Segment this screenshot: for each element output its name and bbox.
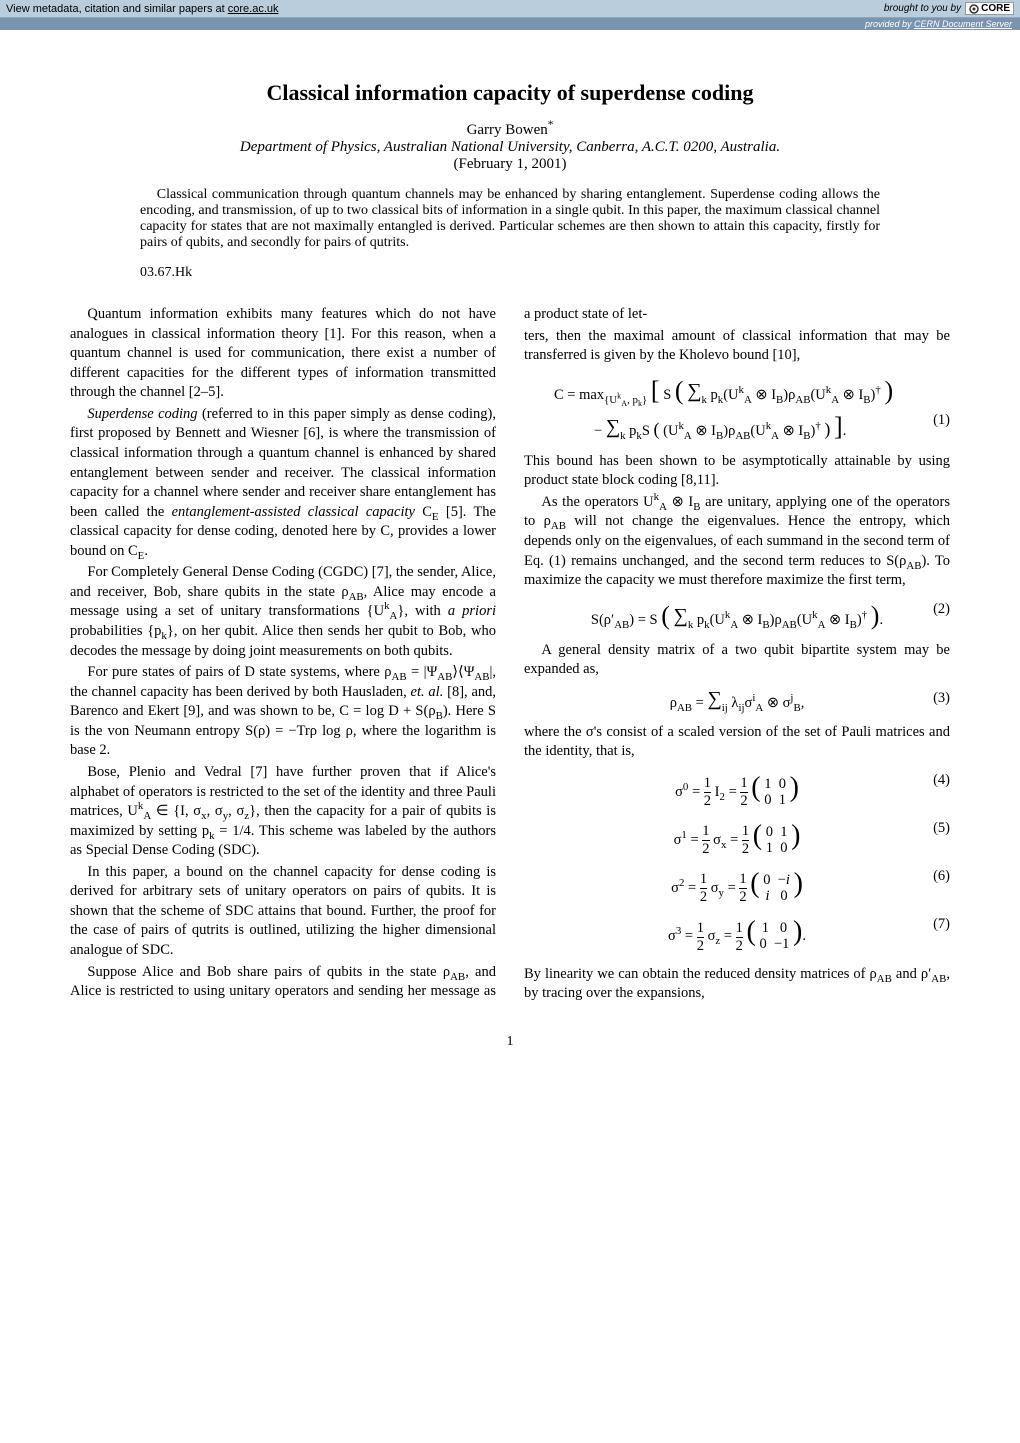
core-text: CORE [981, 3, 1010, 14]
eqnum-6: (6) [933, 868, 950, 885]
para-1: Quantum information exhibits many featur… [70, 305, 496, 403]
metadata-prefix: View metadata, citation and similar pape… [6, 3, 228, 15]
author-text: Garry Bowen [467, 122, 548, 138]
eqnum-4: (4) [933, 772, 950, 789]
para-2: Superdense coding (referred to in this p… [70, 405, 496, 562]
equation-2: S(ρ′AB) = S ( ∑k pk(UkA ⊗ IB)ρAB(UkA ⊗ I… [524, 601, 950, 631]
eqnum-2: (2) [933, 601, 950, 618]
para-10: As the operators UkA ⊗ IB are unitary, a… [524, 493, 950, 591]
equation-3: ρAB = ∑ij λijσiA ⊗ σjB, (3) [524, 690, 950, 713]
equation-6: σ2 = 12 σy = 12 ( 0 −ii 0 ) (6) [524, 868, 950, 906]
core-icon [969, 4, 979, 14]
equation-4: σ0 = 12 I2 = 12 ( 1 00 1 ) (4) [524, 772, 950, 810]
para-6: In this paper, a bound on the channel ca… [70, 863, 496, 961]
paper-page: Classical information capacity of superd… [0, 30, 1020, 1090]
eqnum-7: (7) [933, 916, 950, 933]
para-8: ters, then the maximal amount of classic… [524, 327, 950, 366]
equation-5: σ1 = 12 σx = 12 ( 0 11 0 ) (5) [524, 820, 950, 858]
para-4: For pure states of pairs of D state syst… [70, 663, 496, 761]
metadata-topbar: View metadata, citation and similar pape… [0, 0, 1020, 18]
pacs-code: 03.67.Hk [140, 265, 880, 281]
author-footnote-symbol: * [548, 119, 554, 131]
equation-7: σ3 = 12 σz = 12 ( 1 00 −1 ). (7) [524, 916, 950, 954]
para-3: For Completely General Dense Coding (CGD… [70, 563, 496, 661]
provided-prefix: provided by [865, 19, 914, 29]
eqnum-3: (3) [933, 690, 950, 707]
eqnum-1: (1) [933, 412, 950, 429]
author-name: Garry Bowen* [70, 122, 950, 139]
paper-title: Classical information capacity of superd… [70, 80, 950, 106]
core-link[interactable]: core.ac.uk [228, 3, 279, 15]
para-12: where the σ's consist of a scaled versio… [524, 723, 950, 762]
eqnum-5: (5) [933, 820, 950, 837]
para-5: Bose, Plenio and Vedral [7] have further… [70, 763, 496, 861]
equation-1: C = max{UkA, pk} [ S ( ∑k pk(UkA ⊗ IB)ρA… [524, 376, 950, 442]
body-columns: Quantum information exhibits many featur… [70, 305, 950, 1004]
para-9: This bound has been shown to be asymptot… [524, 452, 950, 491]
brought-by-label: brought to you by [884, 3, 961, 14]
metadata-left: View metadata, citation and similar pape… [6, 3, 279, 15]
page-number: 1 [70, 1034, 950, 1050]
para-11: A general density matrix of a two qubit … [524, 641, 950, 680]
author-block: Garry Bowen* Department of Physics, Aust… [70, 122, 950, 173]
paper-date: (February 1, 2001) [70, 156, 950, 173]
provided-source-link[interactable]: CERN Document Server [914, 19, 1012, 29]
abstract: Classical communication through quantum … [140, 187, 880, 251]
para-13: By linearity we can obtain the reduced d… [524, 965, 950, 1004]
core-logo[interactable]: CORE [965, 2, 1014, 15]
metadata-right: brought to you by CORE [884, 2, 1014, 15]
affiliation: Department of Physics, Australian Nation… [70, 139, 950, 156]
provided-bar: provided by CERN Document Server [0, 18, 1020, 30]
